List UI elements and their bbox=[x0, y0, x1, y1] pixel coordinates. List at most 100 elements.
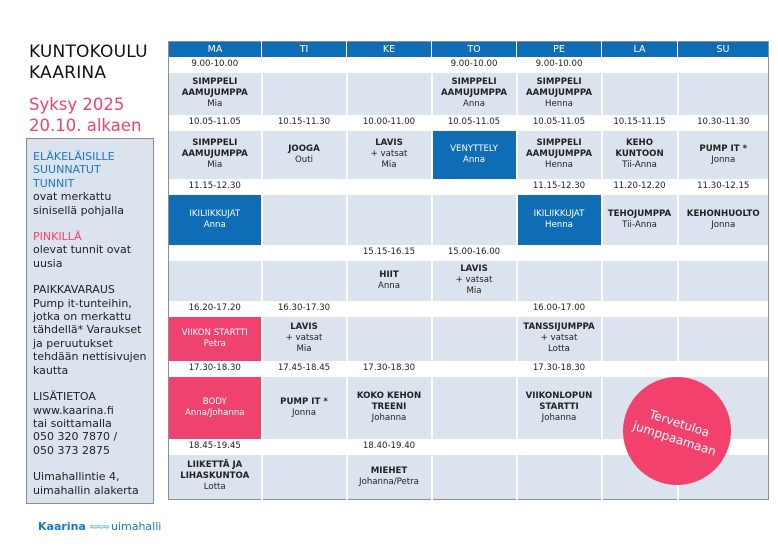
address: Uimahallintie 4, uimahallin alakerta bbox=[33, 470, 139, 497]
class-cell[interactable]: IKILIIKKUJAT Anna bbox=[168, 194, 262, 245]
time-cell bbox=[600, 300, 678, 317]
class-cell[interactable]: SIMPPELI AAMUJUMPPA Mia bbox=[168, 130, 262, 179]
class-cell[interactable]: LIIKETTÄ JA LIHASKUNTOA Lotta bbox=[168, 454, 262, 500]
legend-pink-text: olevat tunnit ovat uusia bbox=[33, 243, 132, 270]
empty-cell bbox=[676, 316, 769, 361]
class-teacher: Johanna/Petra bbox=[359, 476, 419, 487]
class-title: IKILIIKKUJAT bbox=[533, 208, 585, 219]
class-cell[interactable]: TANSSIJUMPPA + vatsat Lotta bbox=[515, 316, 602, 361]
class-title: LAVIS bbox=[290, 322, 318, 332]
class-cell[interactable]: SIMPPELI AAMUJUMPPA Anna bbox=[430, 72, 517, 115]
time-cell bbox=[515, 438, 602, 455]
class-teacher: Lotta bbox=[203, 482, 226, 493]
time-cell: 16.20-17.20 bbox=[168, 300, 262, 317]
title-line: KUNTOKOULU bbox=[29, 42, 148, 62]
website-link[interactable]: www.kaarina.fi bbox=[33, 403, 114, 417]
day-header-su: SU bbox=[677, 41, 769, 57]
class-teacher: Jonna bbox=[292, 407, 316, 418]
class-cell[interactable]: SIMPPELI AAMUJUMPPA Mia bbox=[168, 72, 262, 115]
time-cell: 11.20-12.20 bbox=[600, 178, 678, 195]
class-teacher: Henna bbox=[545, 219, 573, 230]
class-cell[interactable]: PUMP IT * Jonna bbox=[260, 376, 347, 439]
time-cell: 10.30-11.30 bbox=[676, 114, 769, 131]
class-cell[interactable]: KOKO KEHON TREENI Johanna bbox=[345, 376, 432, 439]
class-extra: + vatsat bbox=[370, 149, 408, 159]
empty-cell bbox=[345, 72, 432, 115]
class-teacher: Anna/Johanna bbox=[184, 407, 245, 418]
class-cell[interactable]: JOOGA Outi bbox=[260, 130, 347, 179]
class-cell[interactable]: PUMP IT * Jonna bbox=[676, 130, 769, 179]
class-teacher: Mia bbox=[207, 160, 223, 170]
time-cell bbox=[430, 300, 517, 317]
class-cell[interactable]: IKILIIKKUJAT Henna bbox=[515, 194, 602, 245]
class-cell[interactable]: VENYTTELY Anna bbox=[430, 130, 517, 179]
time-cell bbox=[260, 56, 347, 73]
class-teacher: Jonna bbox=[711, 154, 736, 165]
logo-suffix: uimahalli bbox=[110, 520, 162, 533]
empty-cell bbox=[260, 260, 347, 301]
info-panel: ELÄKELÄISILLE SUUNNATUT TUNNIT ovat merkat… bbox=[26, 138, 154, 504]
class-cell[interactable]: BODY Anna/Johanna bbox=[168, 376, 262, 439]
class-cell[interactable]: KEHONHUOLTO Jonna bbox=[676, 194, 769, 245]
time-cell: 17.30-18.30 bbox=[515, 360, 602, 377]
class-cell[interactable]: TEHOJUMPPA Tii-Anna bbox=[600, 194, 678, 245]
class-teacher: Petra bbox=[203, 338, 226, 349]
class-cell[interactable]: VIIKON STARTTI Petra bbox=[168, 316, 262, 361]
empty-cell bbox=[430, 316, 517, 361]
class-cell[interactable]: LAVIS + vatsat Mia bbox=[260, 316, 347, 361]
empty-cell bbox=[600, 316, 678, 361]
time-cell bbox=[600, 360, 678, 377]
day-header-to: TO bbox=[431, 41, 517, 57]
time-cell: 15.00-16.00 bbox=[430, 244, 517, 261]
class-title: HIIT bbox=[379, 269, 399, 280]
time-cell: 10.05-11.05 bbox=[515, 114, 602, 131]
class-cell[interactable]: SIMPPELI AAMUJUMPPA Henna bbox=[515, 130, 602, 179]
time-cell: 10.15-11.30 bbox=[260, 114, 347, 131]
class-title: KEHONHUOLTO bbox=[686, 208, 760, 219]
time-cell: 10.00-11.00 bbox=[345, 114, 432, 131]
phone-number: 050 320 7870 / bbox=[33, 430, 118, 444]
legend-blue-text: ovat merkattu sinisellä pohjalla bbox=[33, 190, 124, 217]
class-teacher: Mia bbox=[466, 286, 482, 296]
time-cell: 16.30-17.30 bbox=[260, 300, 347, 317]
class-cell[interactable]: LAVIS + vatsat Mia bbox=[345, 130, 432, 179]
class-cell[interactable]: LAVIS + vatsat Mia bbox=[430, 260, 517, 301]
time-cell: 11.15-12.30 bbox=[168, 178, 262, 195]
time-cell: 16.00-17.00 bbox=[515, 300, 602, 317]
time-cell: 17.30-18.30 bbox=[345, 360, 432, 377]
class-extra: + vatsat bbox=[540, 333, 578, 343]
time-cell: 18.45-19.45 bbox=[168, 438, 262, 455]
legend-blue: ELÄKELÄISILLE SUUNNATUT TUNNIT ovat merkat… bbox=[33, 150, 153, 217]
logo-brand: Kaarina bbox=[38, 520, 86, 533]
waves-icon: ≈≈≈ bbox=[88, 522, 110, 533]
heading-line: ELÄKELÄISILLE bbox=[33, 150, 115, 163]
time-cell bbox=[676, 360, 769, 377]
empty-cell bbox=[600, 72, 678, 115]
class-title: SIMPPELI AAMUJUMPPA bbox=[525, 138, 593, 159]
class-extra: + vatsat bbox=[455, 275, 493, 285]
season-line: 20.10. alkaen bbox=[29, 116, 142, 135]
class-title: SIMPPELI AAMUJUMPPA bbox=[181, 77, 248, 98]
class-cell[interactable]: SIMPPELI AAMUJUMPPA Henna bbox=[515, 72, 602, 115]
class-cell[interactable]: MIEHET Johanna/Petra bbox=[345, 454, 432, 500]
class-title: SIMPPELI AAMUJUMPPA bbox=[525, 77, 593, 98]
class-title: PUMP IT * bbox=[699, 143, 748, 154]
empty-cell bbox=[345, 194, 432, 245]
class-cell[interactable]: VIIKONLOPUN STARTTI Johanna bbox=[515, 376, 602, 439]
contact-heading: LISÄTIETOA bbox=[33, 390, 96, 404]
class-row: SIMPPELI AAMUJUMPPA Mia SIMPPELI AAMUJUMPP… bbox=[168, 72, 769, 115]
time-cell: 17.45-18.45 bbox=[260, 360, 347, 377]
class-cell[interactable]: HIIT Anna bbox=[345, 260, 432, 301]
empty-cell bbox=[345, 316, 432, 361]
schedule-table: MA TI KE TO PE LA SU 9.00-10.00 9.00-10.00 9.00-… bbox=[168, 41, 769, 500]
phone-number: 050 373 2875 bbox=[33, 443, 110, 457]
class-cell[interactable]: KEHO KUNTOON Tii-Anna bbox=[600, 130, 678, 179]
class-teacher: Anna bbox=[462, 99, 486, 109]
class-teacher: Lotta bbox=[548, 344, 570, 354]
class-title: IKILIIKKUJAT bbox=[189, 208, 241, 219]
time-cell bbox=[345, 300, 432, 317]
legend-blue-heading: ELÄKELÄISILLE SUUNNATUT TUNNIT bbox=[33, 150, 115, 190]
time-cell: 10.15-11.15 bbox=[600, 114, 678, 131]
class-row: SIMPPELI AAMUJUMPPA Mia JOOGA Outi LAVIS + va… bbox=[168, 130, 769, 179]
kaarina-uimahalli-logo: Kaarina ≈≈≈ uimahalli bbox=[38, 520, 161, 533]
